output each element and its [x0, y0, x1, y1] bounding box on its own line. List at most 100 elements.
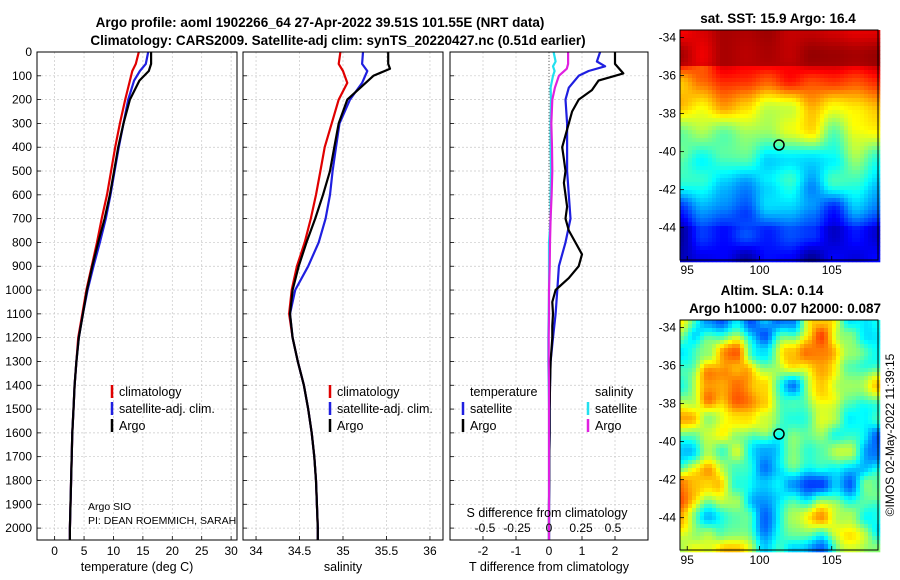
heatmap-cell — [708, 320, 713, 325]
heatmap-cell — [704, 242, 709, 247]
heatmap-cell — [792, 400, 797, 405]
heatmap-cell — [832, 448, 837, 453]
heatmap-cell — [856, 356, 861, 361]
heatmap-cell — [868, 78, 873, 83]
heatmap-cell — [800, 94, 805, 99]
heatmap-cell — [852, 186, 857, 191]
heatmap-cell — [804, 214, 809, 219]
heatmap-cell — [856, 376, 861, 381]
heatmap-cell — [824, 340, 829, 345]
heatmap-cell — [856, 210, 861, 215]
heatmap-cell — [772, 456, 777, 461]
heatmap-cell — [732, 356, 737, 361]
heatmap-cell — [788, 404, 793, 409]
heatmap-cell — [820, 448, 825, 453]
heatmap-cell — [724, 146, 729, 151]
heatmap-cell — [748, 364, 753, 369]
heatmap-cell — [864, 46, 869, 51]
heatmap-cell — [844, 46, 849, 51]
heatmap-cell — [768, 444, 773, 449]
heatmap-cell — [848, 392, 853, 397]
heatmap-cell — [732, 54, 737, 59]
heatmap-cell — [844, 320, 849, 325]
heatmap-cell — [748, 344, 753, 349]
heatmap-cell — [780, 202, 785, 207]
heatmap-cell — [808, 106, 813, 111]
heatmap-cell — [680, 436, 685, 441]
heatmap-cell — [820, 118, 825, 123]
heatmap-cell — [700, 246, 705, 251]
heatmap-cell — [816, 42, 821, 47]
heatmap-cell — [872, 162, 877, 167]
heatmap-cell — [748, 356, 753, 361]
heatmap-cell — [820, 38, 825, 43]
heatmap-cell — [852, 50, 857, 55]
heatmap-cell — [844, 432, 849, 437]
heatmap-cell — [744, 384, 749, 389]
heatmap-cell — [688, 146, 693, 151]
heatmap-cell — [828, 384, 833, 389]
heatmap-cell — [772, 246, 777, 251]
heatmap-cell — [804, 336, 809, 341]
heatmap-cell — [804, 102, 809, 107]
heatmap-cell — [748, 320, 753, 325]
heatmap-cell — [708, 122, 713, 127]
heatmap-cell — [868, 452, 873, 457]
heatmap-cell — [756, 62, 761, 67]
heatmap-cell — [756, 328, 761, 333]
heatmap-cell — [864, 114, 869, 119]
heatmap-cell — [688, 38, 693, 43]
heatmap-cell — [724, 364, 729, 369]
heatmap-cell — [776, 440, 781, 445]
heatmap-cell — [736, 254, 741, 259]
heatmap-cell — [844, 106, 849, 111]
heatmap-cell — [780, 344, 785, 349]
heatmap-cell — [712, 320, 717, 325]
heatmap-cell — [728, 336, 733, 341]
heatmap-cell — [776, 130, 781, 135]
heatmap-cell — [748, 138, 753, 143]
heatmap-cell — [800, 102, 805, 107]
heatmap-cell — [708, 174, 713, 179]
heatmap-cell — [812, 320, 817, 325]
heatmap-cell — [692, 340, 697, 345]
heatmap-cell — [732, 320, 737, 325]
heatmap-cell — [684, 34, 689, 39]
sla-map-title-1: Altim. SLA: 0.14 — [721, 283, 824, 298]
heatmap-cell — [872, 448, 877, 453]
heatmap-cell — [704, 58, 709, 63]
heatmap-cell — [780, 400, 785, 405]
heatmap-cell — [804, 368, 809, 373]
heatmap-cell — [768, 344, 773, 349]
heatmap-cell — [784, 218, 789, 223]
heatmap-cell — [780, 126, 785, 131]
heatmap-cell — [792, 396, 797, 401]
heatmap-cell — [860, 142, 865, 147]
heatmap-cell — [704, 98, 709, 103]
heatmap-cell — [724, 50, 729, 55]
heatmap-cell — [732, 380, 737, 385]
heatmap-cell — [868, 126, 873, 131]
heatmap-cell — [804, 46, 809, 51]
heatmap-cell — [868, 66, 873, 71]
heatmap-cell — [772, 404, 777, 409]
depth-tick-label: 1000 — [5, 283, 32, 297]
heatmap-cell — [844, 178, 849, 183]
heatmap-cell — [804, 250, 809, 255]
heatmap-cell — [816, 238, 821, 243]
heatmap-cell — [732, 234, 737, 239]
heatmap-cell — [756, 320, 761, 325]
heatmap-cell — [740, 146, 745, 151]
heatmap-cell — [760, 360, 765, 365]
heatmap-cell — [748, 70, 753, 75]
title-line-1: Argo profile: aoml 1902266_64 27-Apr-202… — [96, 15, 545, 30]
heatmap-cell — [860, 174, 865, 179]
heatmap-cell — [744, 436, 749, 441]
heatmap-cell — [792, 146, 797, 151]
heatmap-cell — [688, 404, 693, 409]
heatmap-cell — [712, 348, 717, 353]
heatmap-cell — [744, 162, 749, 167]
heatmap-cell — [816, 54, 821, 59]
heatmap-cell — [772, 254, 777, 259]
heatmap-cell — [728, 332, 733, 337]
